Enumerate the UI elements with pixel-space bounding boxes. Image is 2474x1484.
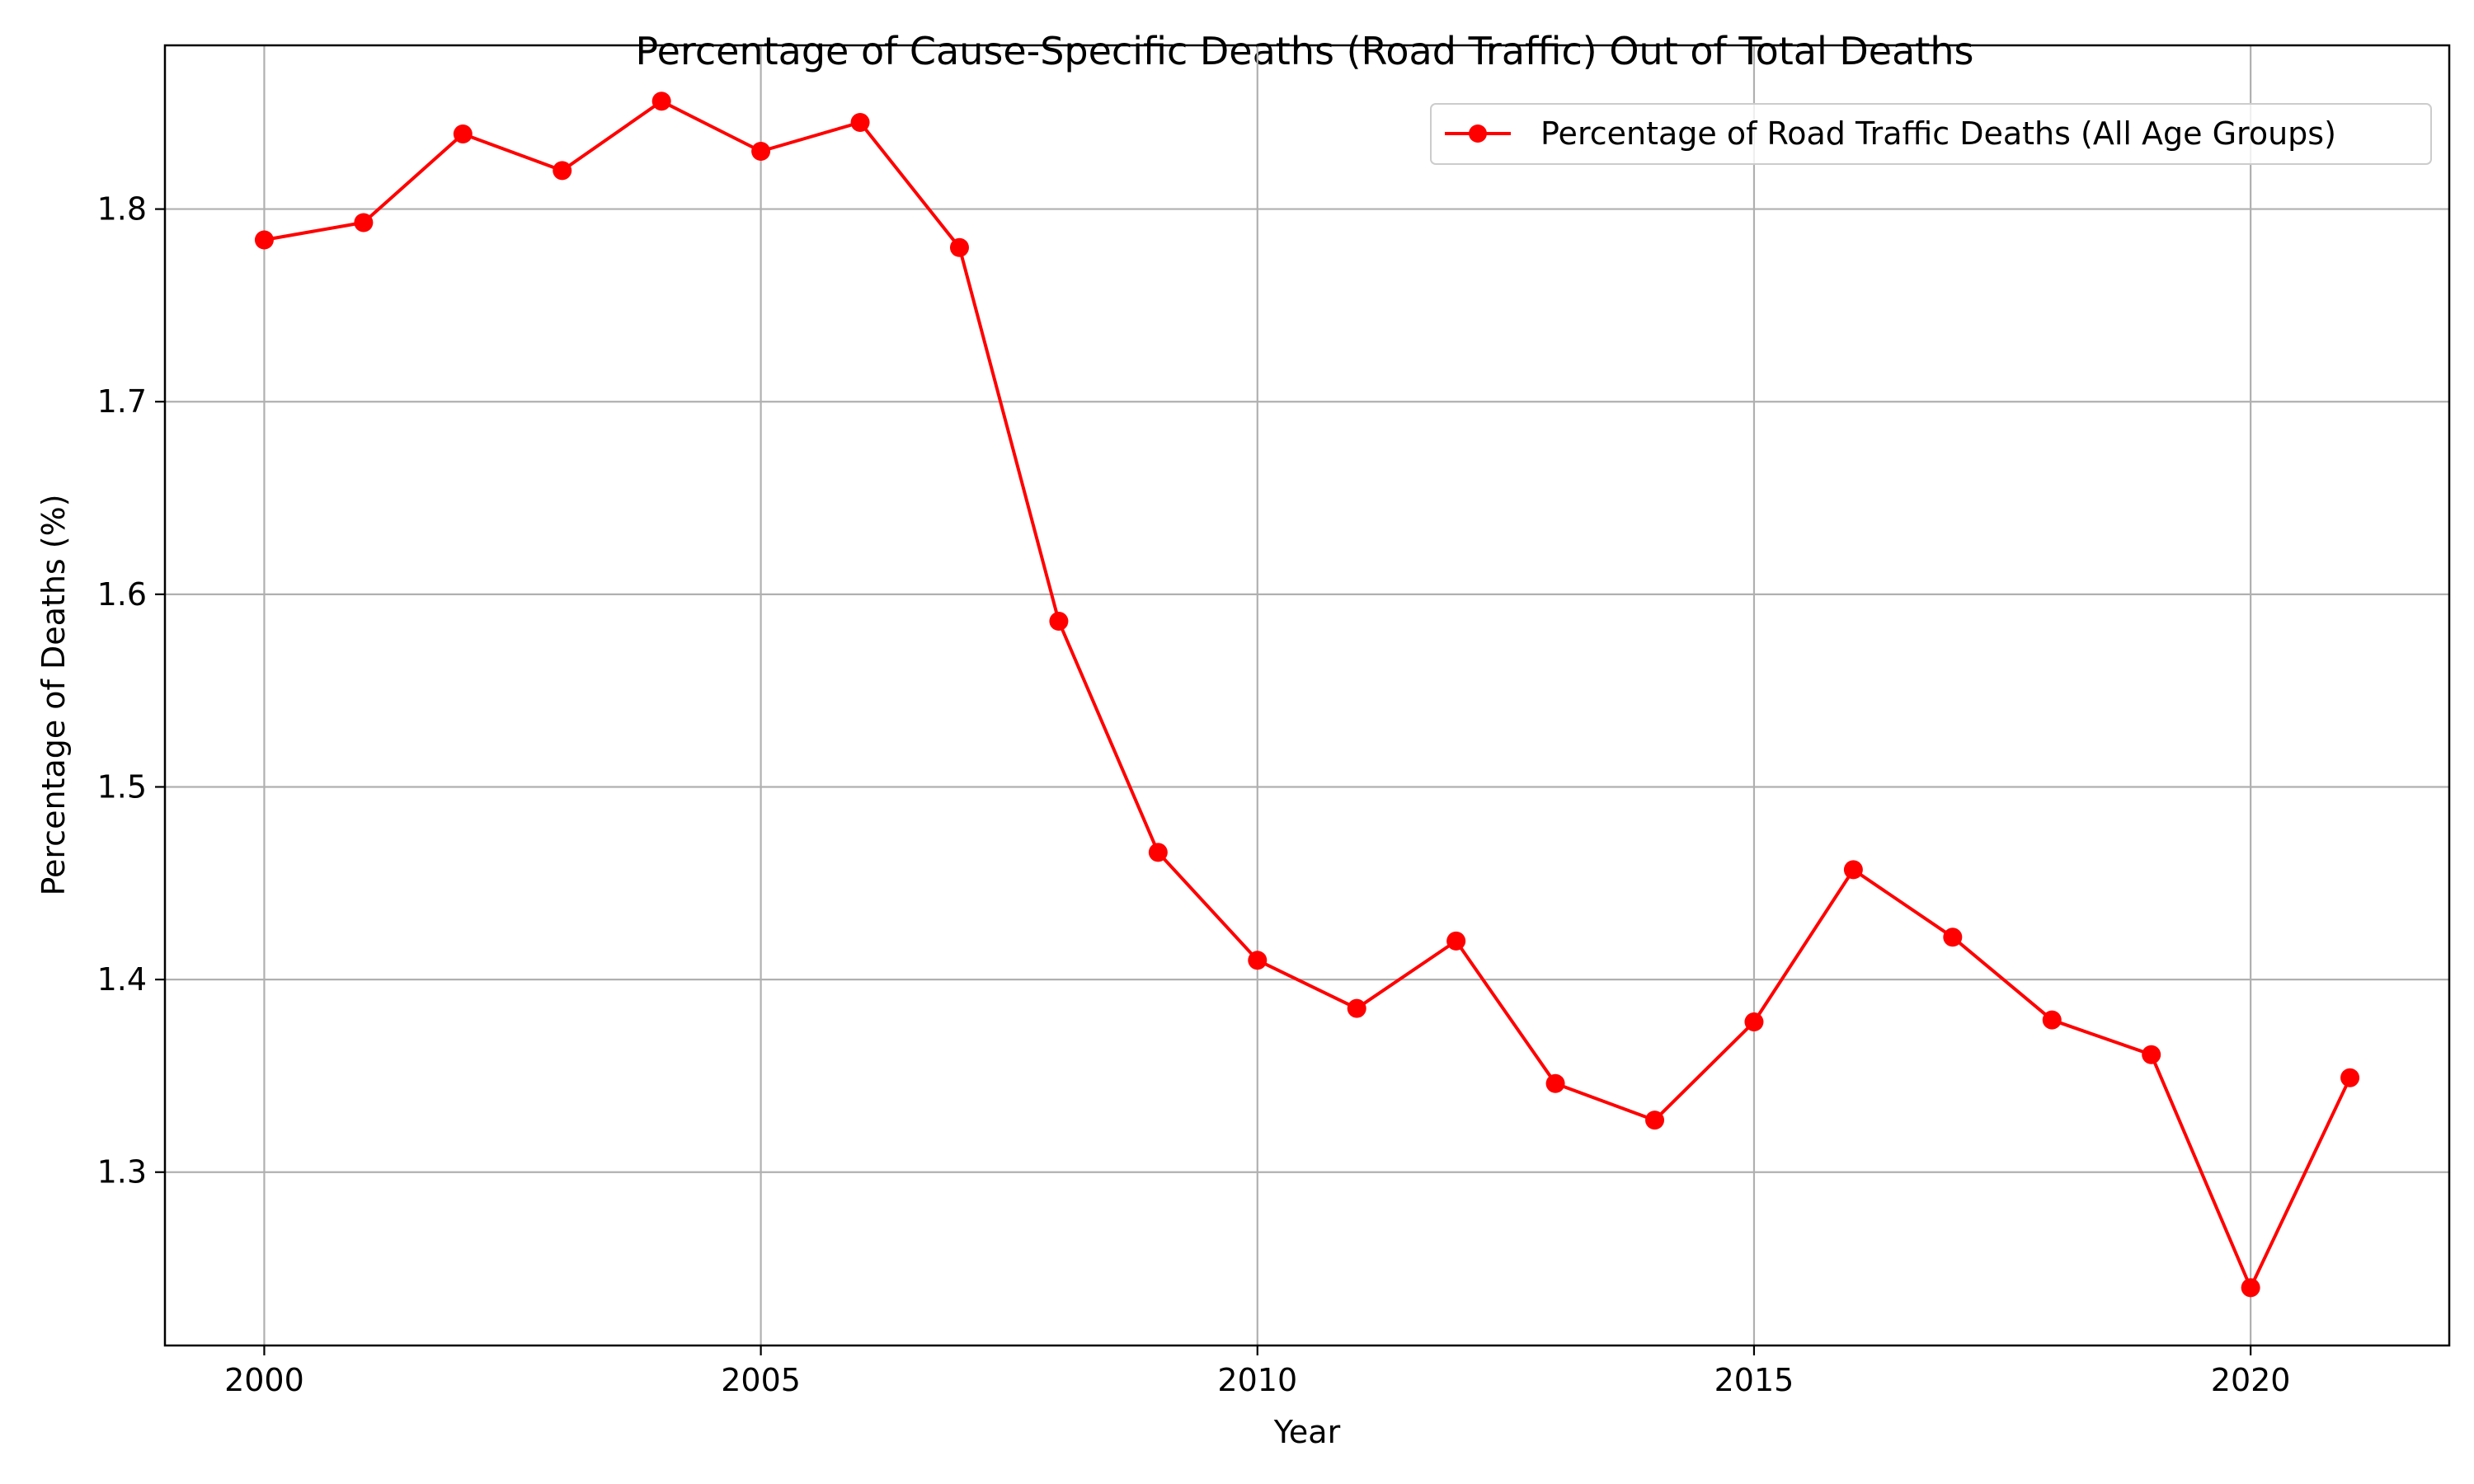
data-point <box>850 112 870 132</box>
data-point <box>1843 860 1863 880</box>
data-point <box>1049 612 1069 632</box>
data-point <box>2340 1068 2360 1087</box>
x-tick-label: 2010 <box>1217 1362 1297 1398</box>
x-tick-label: 2020 <box>2211 1362 2291 1398</box>
y-tick-label: 1.4 <box>97 961 147 998</box>
y-tick-label: 1.5 <box>97 768 147 805</box>
data-point <box>1248 951 1268 970</box>
x-axis: 2000 2005 2010 2015 2020 <box>224 1345 2290 1398</box>
data-point <box>553 161 572 181</box>
data-point <box>2142 1045 2161 1064</box>
data-point <box>354 213 374 232</box>
y-tick-label: 1.6 <box>97 576 147 613</box>
x-tick-label: 2005 <box>721 1362 801 1398</box>
legend-marker-swatch <box>1469 124 1487 143</box>
data-point <box>1446 931 1466 951</box>
data-point <box>254 230 274 250</box>
y-tick-label: 1.7 <box>97 383 147 420</box>
data-point <box>949 237 969 257</box>
data-point <box>1943 928 1963 947</box>
data-point <box>651 92 671 111</box>
y-tick-label: 1.3 <box>97 1154 147 1190</box>
x-axis-title: Year <box>1273 1414 1341 1450</box>
data-point <box>2042 1010 2062 1030</box>
x-tick-label: 2000 <box>224 1362 304 1398</box>
data-point <box>453 124 473 143</box>
data-point <box>1744 1012 1764 1032</box>
y-axis: 1.3 1.4 1.5 1.6 1.7 1.8 <box>97 191 165 1190</box>
data-point <box>1148 843 1168 862</box>
y-tick-label: 1.8 <box>97 191 147 228</box>
data-point <box>751 141 771 161</box>
series-line <box>264 99 2352 1289</box>
plot-frame <box>163 44 2451 1347</box>
chart-title: Percentage of Cause-Specific Deaths (Roa… <box>636 29 1974 73</box>
data-point <box>1545 1073 1565 1093</box>
x-tick-label: 2015 <box>1714 1362 1794 1398</box>
series-layer <box>254 92 2360 1298</box>
data-point <box>2241 1278 2260 1298</box>
data-point <box>1347 998 1366 1018</box>
legend-frame <box>1430 103 2432 165</box>
legend-label: Percentage of Road Traffic Deaths (All A… <box>1540 115 2336 152</box>
data-point <box>1645 1111 1665 1130</box>
legend: Percentage of Road Traffic Deaths (All A… <box>1430 103 2432 165</box>
grid <box>165 45 2449 1345</box>
y-axis-title: Percentage of Deaths (%) <box>35 494 72 895</box>
